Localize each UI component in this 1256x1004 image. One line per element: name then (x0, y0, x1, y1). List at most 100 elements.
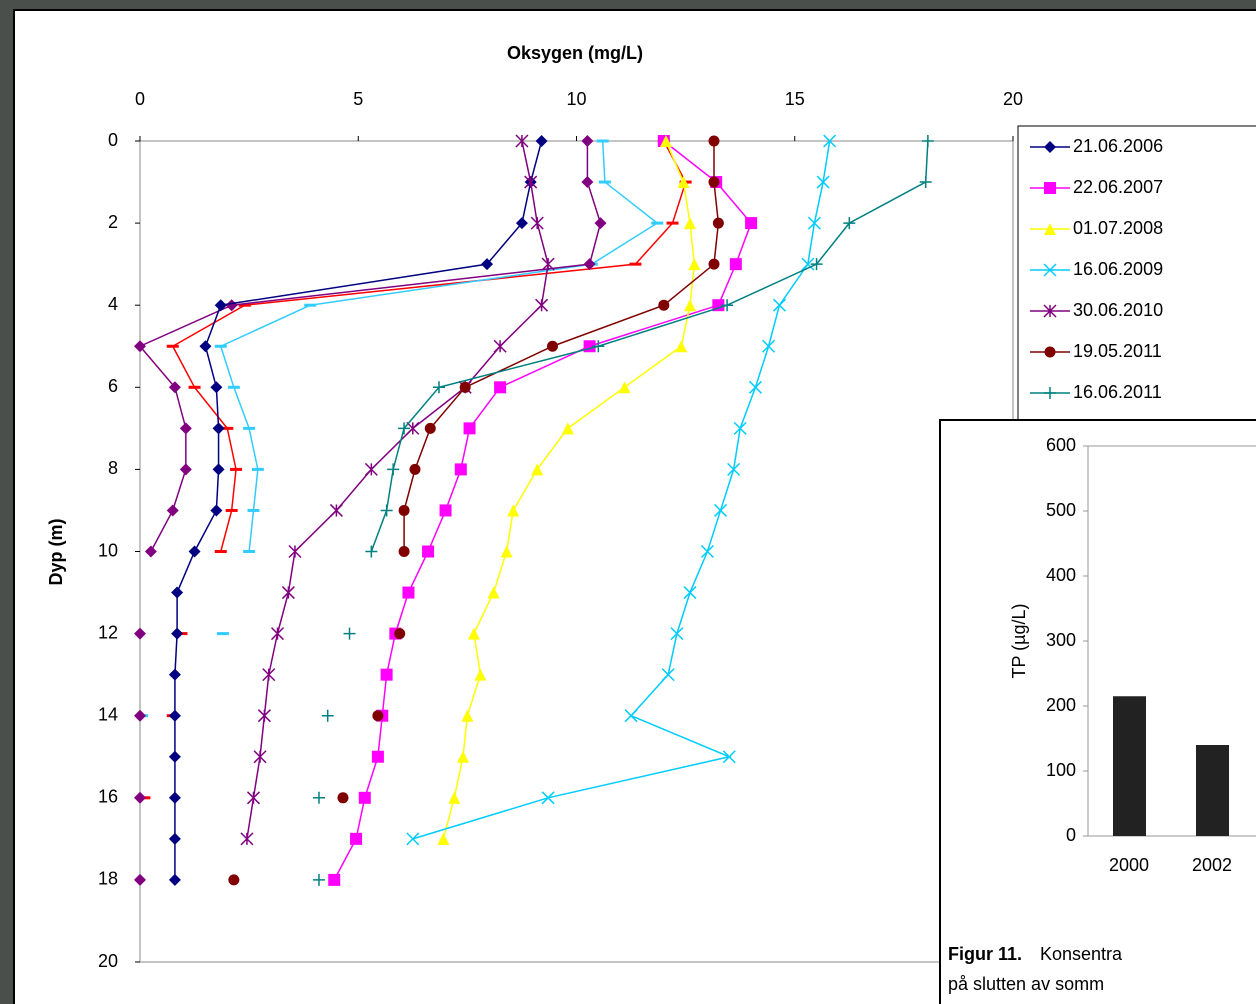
y-tick-label: 10 (98, 540, 118, 560)
chart-title: Oksygen (mg/L) (507, 43, 643, 63)
marker (712, 217, 724, 229)
marker (457, 750, 470, 763)
series-line (246, 140, 549, 839)
marker (257, 709, 271, 723)
legend-label: 21.06.2006 (1073, 136, 1163, 156)
legend-marker (1044, 141, 1056, 153)
marker (745, 217, 758, 230)
y-tick-label: 0 (108, 130, 118, 150)
marker (461, 709, 474, 722)
marker (661, 668, 675, 682)
legend-label: 22.06.2007 (1073, 177, 1163, 197)
y-tick-label: 16 (98, 787, 118, 807)
marker (581, 176, 594, 189)
marker (380, 668, 393, 681)
marker (337, 792, 349, 804)
x-tick-label: 2002 (1192, 855, 1232, 875)
marker (581, 135, 594, 147)
marker (463, 422, 476, 435)
y-tick-label: 14 (98, 704, 118, 724)
marker (168, 709, 181, 722)
marker (214, 299, 227, 312)
y-tick-label: 20 (98, 951, 118, 971)
y-tick-label: 4 (108, 294, 118, 314)
marker (683, 299, 696, 312)
marker (422, 545, 435, 558)
marker (343, 627, 356, 640)
marker (199, 340, 212, 353)
bar (1196, 745, 1229, 836)
x-tick-label: 10 (566, 89, 586, 109)
marker (433, 381, 446, 394)
marker (541, 791, 555, 805)
marker (168, 791, 181, 804)
marker (583, 258, 596, 271)
marker (168, 668, 181, 681)
legend-label: 01.07.2008 (1073, 218, 1163, 238)
marker (708, 135, 720, 147)
marker (474, 668, 487, 681)
marker (919, 176, 932, 189)
marker (748, 380, 762, 394)
marker (168, 381, 181, 394)
marker (448, 791, 461, 804)
x-tick-label: 5 (353, 89, 363, 109)
marker (240, 832, 254, 846)
marker (168, 873, 181, 886)
marker (228, 874, 240, 886)
marker (281, 586, 295, 600)
marker (561, 422, 574, 435)
y-tick-label: 100 (1046, 760, 1076, 780)
x-tick-label: 20 (1003, 89, 1023, 109)
marker (823, 134, 837, 148)
marker (816, 175, 830, 189)
marker (683, 217, 696, 230)
legend-marker (1044, 182, 1056, 194)
y-axis-title: Dyp (m) (46, 518, 66, 585)
marker (810, 258, 823, 271)
marker (459, 381, 471, 393)
marker (677, 176, 690, 189)
marker (168, 750, 181, 763)
marker (371, 750, 384, 763)
marker (772, 298, 787, 312)
marker (507, 504, 520, 517)
legend-label: 30.06.2010 (1073, 300, 1163, 320)
marker (398, 422, 411, 435)
legend-marker (1044, 223, 1056, 235)
y-tick-label: 8 (108, 458, 118, 478)
marker (166, 504, 179, 517)
marker (409, 463, 421, 475)
marker (144, 545, 157, 558)
marker (188, 545, 201, 558)
marker (134, 873, 146, 886)
y-tick-label: 18 (98, 869, 118, 889)
marker (312, 791, 325, 804)
marker (535, 135, 548, 147)
marker (801, 257, 815, 271)
marker (515, 134, 529, 148)
marker (659, 135, 672, 147)
legend-marker (1043, 304, 1057, 318)
marker (398, 504, 410, 516)
y-tick-label: 6 (108, 376, 118, 396)
marker (675, 340, 688, 353)
caption-label: Figur 11. (948, 944, 1022, 964)
marker (402, 586, 415, 599)
y-tick-label: 2 (108, 212, 118, 232)
marker (439, 504, 452, 517)
marker (727, 462, 741, 476)
marker (365, 545, 378, 558)
y-tick-label: 500 (1046, 500, 1076, 520)
marker (535, 298, 549, 312)
marker (372, 710, 384, 722)
marker (253, 750, 267, 764)
legend-marker (1044, 387, 1056, 399)
marker (212, 463, 225, 476)
marker (481, 258, 494, 271)
marker (321, 709, 334, 722)
bar (1113, 696, 1146, 836)
marker (708, 176, 720, 188)
marker (134, 791, 146, 804)
marker (592, 340, 605, 353)
